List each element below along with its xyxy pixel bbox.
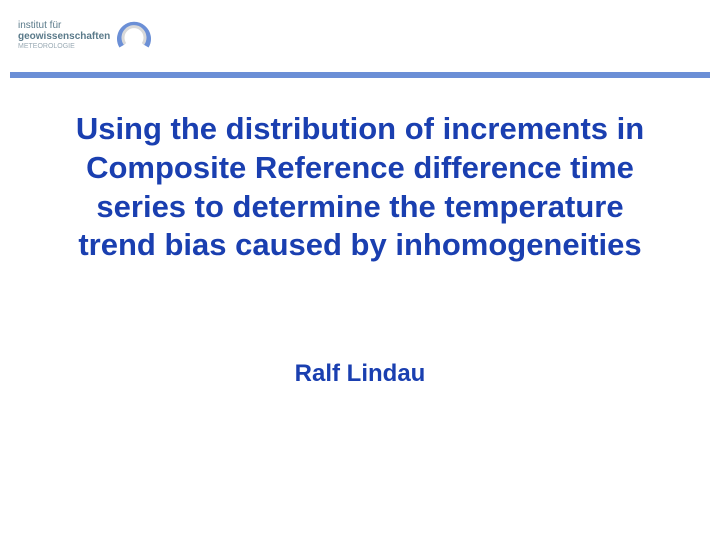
header-divider	[10, 72, 710, 78]
logo-text-block: institut für geowissenschaften METEOROLO…	[18, 21, 110, 50]
logo-arc-icon	[116, 18, 152, 54]
logo-line-2: geowissenschaften	[18, 32, 110, 43]
slide-author: Ralf Lindau	[60, 360, 660, 388]
slide-content: Using the distribution of increments in …	[0, 110, 720, 388]
slide-title: Using the distribution of increments in …	[60, 110, 660, 265]
institute-logo: institut für geowissenschaften METEOROLO…	[18, 18, 152, 54]
logo-line-3: METEOROLOGIE	[18, 43, 110, 50]
slide-header: institut für geowissenschaften METEOROLO…	[0, 0, 720, 75]
